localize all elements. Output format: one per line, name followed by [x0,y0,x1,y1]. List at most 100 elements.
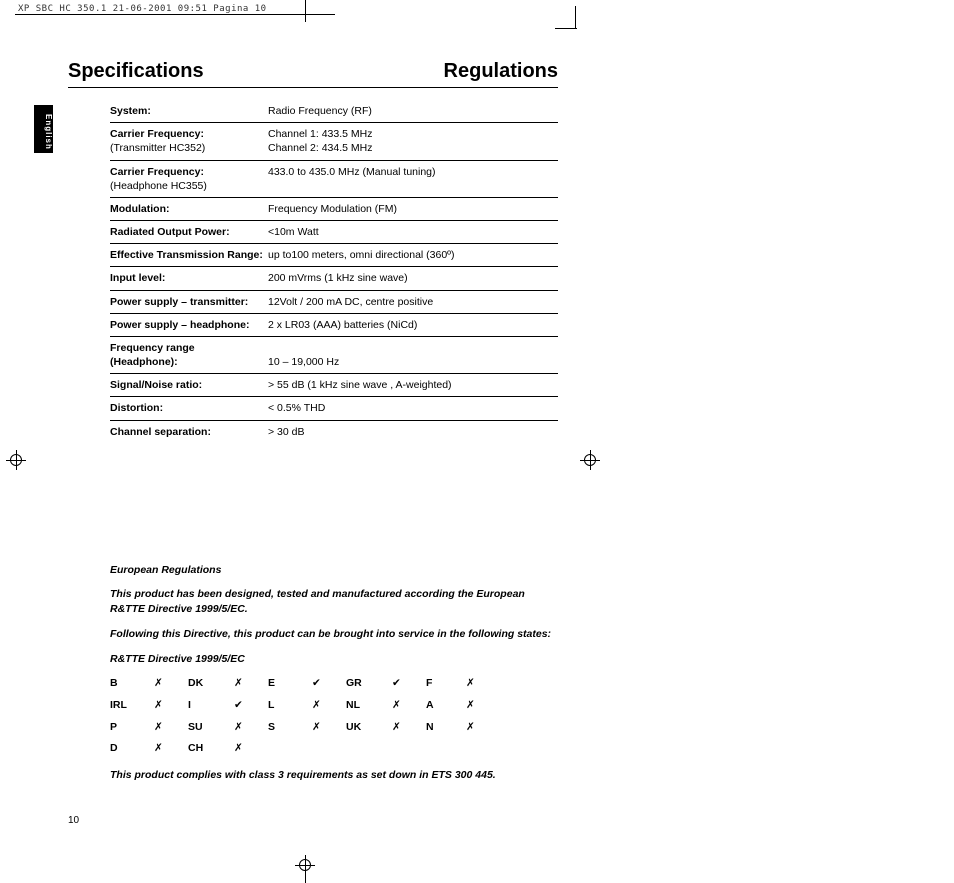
cross-icon [466,720,484,735]
page-number: 10 [68,815,79,826]
country-code: NL [346,698,376,713]
spec-row: Carrier Frequency:(Headphone HC355)433.0… [110,161,558,198]
page-content: Specifications Regulations System:Radio … [68,60,558,783]
country-code: A [426,698,450,713]
cross-icon [154,676,172,691]
spec-row: Frequency range (Headphone): 10 – 19,000… [110,337,558,374]
language-tab: English [34,105,53,153]
country-code: DK [188,676,218,691]
country-code: D [110,741,138,756]
spec-value: 12Volt / 200 mA DC, centre positive [268,295,558,309]
registration-mark [6,450,26,470]
country-code: SU [188,720,218,735]
spec-label: Signal/Noise ratio: [110,378,268,392]
check-icon [234,698,252,713]
spec-label: Carrier Frequency:(Transmitter HC352) [110,127,268,155]
spec-label: Power supply – headphone: [110,318,268,332]
spec-value: up to100 meters, omni directional (360º) [268,248,558,262]
spec-label: Effective Transmission Range: [110,248,268,262]
spec-value: Frequency Modulation (FM) [268,202,558,216]
spec-value: 200 mVrms (1 kHz sine wave) [268,271,558,285]
spec-label: Input level: [110,271,268,285]
title-specifications: Specifications [68,60,204,83]
spec-value: > 55 dB (1 kHz sine wave , A-weighted) [268,378,558,392]
spec-row: Power supply – transmitter:12Volt / 200 … [110,291,558,314]
cross-icon [312,698,330,713]
spec-table: System:Radio Frequency (RF)Carrier Frequ… [110,100,558,443]
blank [466,741,484,756]
spec-value: <10m Watt [268,225,558,239]
spec-value: Radio Frequency (RF) [268,104,558,118]
cross-icon [466,698,484,713]
country-code: P [110,720,138,735]
blank [392,741,410,756]
blank [312,741,330,756]
spec-label: Frequency range (Headphone): [110,341,268,369]
spec-label: Power supply – transmitter: [110,295,268,309]
country-code [426,741,450,756]
compliance-text: This product complies with class 3 requi… [110,768,558,783]
country-code: F [426,676,450,691]
registration-mark [295,855,315,875]
spec-value: 10 – 19,000 Hz [268,341,558,369]
spec-value: 433.0 to 435.0 MHz (Manual tuning) [268,165,558,179]
spec-row: Input level:200 mVrms (1 kHz sine wave) [110,267,558,290]
spec-label: Modulation: [110,202,268,216]
regulations-p1: This product has been designed, tested a… [110,587,558,616]
country-code: UK [346,720,376,735]
country-code: S [268,720,296,735]
spec-row: Radiated Output Power:<10m Watt [110,221,558,244]
spec-row: Power supply – headphone:2 x LR03 (AAA) … [110,314,558,337]
cross-icon [392,720,410,735]
spec-row: Distortion:< 0.5% THD [110,397,558,420]
header-rule [15,14,335,15]
spec-label: System: [110,104,268,118]
cross-icon [466,676,484,691]
country-code [346,741,376,756]
spec-row: Modulation:Frequency Modulation (FM) [110,198,558,221]
check-icon [312,676,330,691]
spec-row: Signal/Noise ratio:> 55 dB (1 kHz sine w… [110,374,558,397]
title-regulations: Regulations [444,60,558,83]
spec-value: Channel 1: 433.5 MHz Channel 2: 434.5 MH… [268,127,558,155]
spec-value: > 30 dB [268,425,558,439]
check-icon [392,676,410,691]
spec-row: System:Radio Frequency (RF) [110,100,558,123]
cross-icon [154,698,172,713]
country-code: L [268,698,296,713]
crop-mark [305,0,306,22]
regulations-section: European Regulations This product has be… [110,563,558,783]
spec-label: Distortion: [110,401,268,415]
country-code: B [110,676,138,691]
country-code: I [188,698,218,713]
country-code: CH [188,741,218,756]
print-header: XP SBC HC 350.1 21-06-2001 09:51 Pagina … [18,4,267,14]
title-row: Specifications Regulations [68,60,558,88]
regulations-directive: R&TTE Directive 1999/5/EC [110,652,558,667]
cross-icon [234,720,252,735]
crop-mark [575,6,576,28]
cross-icon [154,720,172,735]
country-table: BDKEGRFIRLILNLAPSUSUKNDCH [110,676,558,756]
country-code: N [426,720,450,735]
cross-icon [154,741,172,756]
country-code: GR [346,676,376,691]
regulations-heading: European Regulations [110,563,558,578]
spec-value: 2 x LR03 (AAA) batteries (NiCd) [268,318,558,332]
spec-row: Effective Transmission Range:up to100 me… [110,244,558,267]
country-code: E [268,676,296,691]
spec-label: Carrier Frequency:(Headphone HC355) [110,165,268,193]
spec-row: Carrier Frequency:(Transmitter HC352)Cha… [110,123,558,160]
cross-icon [234,741,252,756]
spec-row: Channel separation:> 30 dB [110,421,558,443]
spec-label: Channel separation: [110,425,268,439]
spec-label: Radiated Output Power: [110,225,268,239]
cross-icon [312,720,330,735]
spec-value: < 0.5% THD [268,401,558,415]
crop-mark [555,28,577,29]
country-code [268,741,296,756]
regulations-p2: Following this Directive, this product c… [110,627,558,642]
registration-mark [580,450,600,470]
cross-icon [392,698,410,713]
cross-icon [234,676,252,691]
